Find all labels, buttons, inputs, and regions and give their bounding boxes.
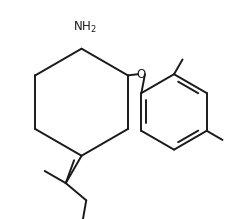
Text: NH$_2$: NH$_2$ xyxy=(73,20,97,35)
Text: O: O xyxy=(137,68,146,81)
